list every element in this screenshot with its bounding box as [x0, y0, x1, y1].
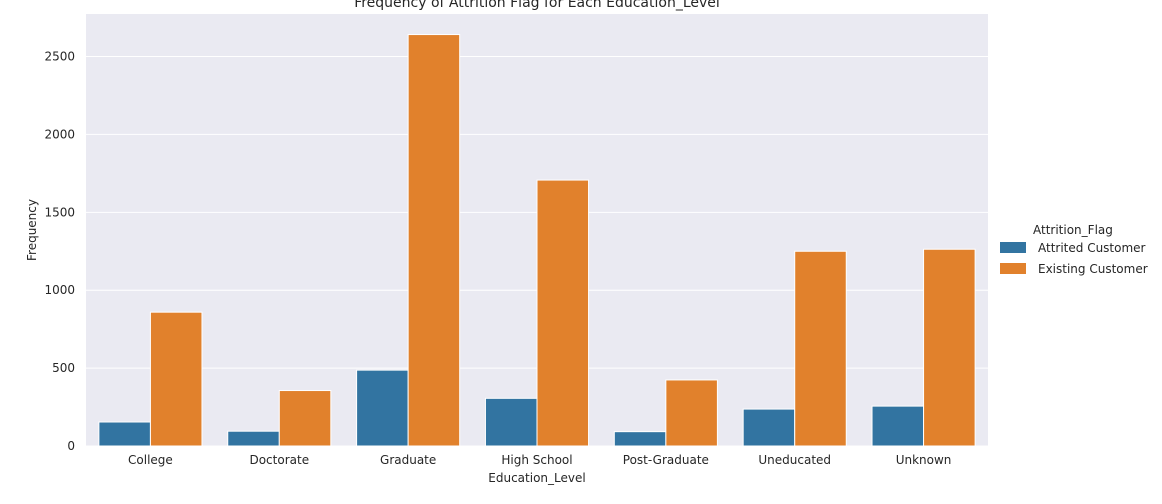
legend-label: Existing Customer: [1038, 262, 1148, 276]
legend-label: Attrited Customer: [1038, 241, 1146, 255]
x-axis-ticks: College Doctorate Graduate High School Post-…: [128, 453, 951, 467]
bar-attrited: [98, 421, 151, 447]
bar-existing: [149, 311, 203, 447]
y-tick-label: 1000: [44, 283, 75, 297]
y-axis-label: Frequency: [25, 199, 39, 261]
y-axis-ticks: 0 500 1000 1500 2000 2500: [44, 50, 75, 453]
x-tick-label: Doctorate: [249, 453, 309, 467]
y-tick-label: 0: [67, 439, 75, 453]
x-tick-label: Graduate: [380, 453, 436, 467]
bar-existing: [794, 250, 847, 447]
x-tick-label: Post-Graduate: [623, 453, 709, 467]
chart-title: Frequency of Attrition Flag for Each Edu…: [354, 0, 720, 11]
legend-swatch: [1000, 242, 1026, 253]
bar-attrited: [742, 408, 796, 447]
x-tick-label: Unknown: [896, 453, 952, 467]
bar-existing: [407, 34, 461, 447]
bars: [98, 34, 976, 447]
legend-swatch: [1000, 263, 1026, 274]
bar-existing: [278, 390, 332, 447]
bar-attrited: [871, 405, 925, 447]
y-tick-label: 2500: [44, 50, 75, 64]
y-tick-label: 500: [52, 361, 75, 375]
y-tick-label: 2000: [44, 127, 75, 141]
x-tick-label: College: [128, 453, 173, 467]
bar-attrited: [484, 397, 538, 447]
x-axis-label: Education_Level: [488, 471, 585, 485]
bar-attrited: [613, 431, 667, 447]
bar-existing: [536, 179, 590, 447]
legend-title: Attrition_Flag: [1033, 223, 1113, 237]
bar-existing: [923, 248, 976, 447]
x-tick-label: High School: [501, 453, 572, 467]
legend: Attrition_Flag Attrited Customer Existing…: [1000, 223, 1148, 276]
bar-attrited: [356, 369, 409, 447]
y-tick-label: 1500: [44, 205, 75, 219]
bar-existing: [665, 379, 718, 447]
x-tick-label: Uneducated: [758, 453, 831, 467]
bar-attrited: [227, 430, 280, 447]
